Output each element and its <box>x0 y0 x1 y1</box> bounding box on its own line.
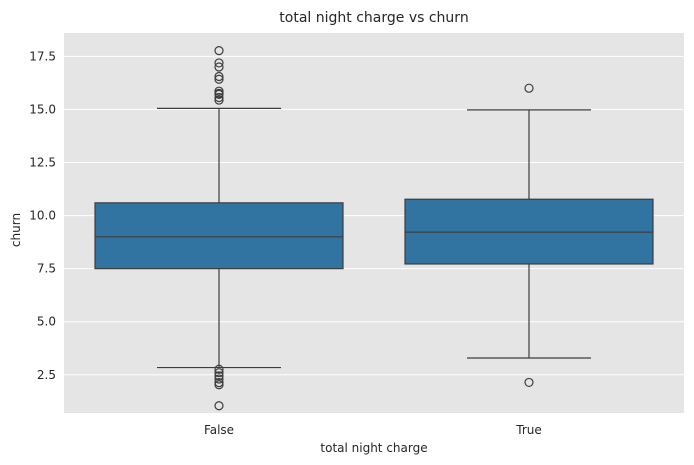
box-iqr <box>94 202 344 270</box>
outlier-point <box>214 380 224 390</box>
y-tick-label: 12.5 <box>29 155 56 169</box>
y-tick-label: 7.5 <box>37 262 56 276</box>
outlier-point <box>214 401 224 411</box>
outlier-point <box>214 368 224 378</box>
x-tick-label: False <box>204 423 234 437</box>
boxes-group <box>94 46 654 411</box>
y-tick-label: 15.0 <box>29 102 56 116</box>
outlier-point <box>214 58 224 68</box>
y-tick-label: 5.0 <box>37 315 56 329</box>
y-tick-label: 17.5 <box>29 49 56 63</box>
outlier-point <box>214 74 224 84</box>
outlier-point <box>214 364 224 374</box>
outlier-point <box>214 371 224 381</box>
x-axis-ticks: False True <box>204 423 542 437</box>
outlier-point <box>214 71 224 82</box>
x-tick-label: True <box>515 423 542 437</box>
y-axis-ticks: 2.5 5.0 7.5 10.0 12.5 15.0 17.5 <box>29 49 56 381</box>
outlier-point <box>524 83 534 93</box>
outlier-point <box>524 377 534 388</box>
y-axis-label: churn <box>9 213 23 247</box>
outlier-point <box>214 62 224 72</box>
outlier-point <box>214 374 224 384</box>
outlier-point <box>214 89 224 99</box>
chart-title: total night charge vs churn <box>279 10 468 26</box>
outlier-point <box>214 46 224 56</box>
outlier-point <box>214 92 224 103</box>
x-axis-label: total night charge <box>320 441 427 455</box>
outlier-point <box>214 95 224 105</box>
y-tick-label: 2.5 <box>37 368 56 382</box>
y-tick-label: 10.0 <box>29 209 56 223</box>
